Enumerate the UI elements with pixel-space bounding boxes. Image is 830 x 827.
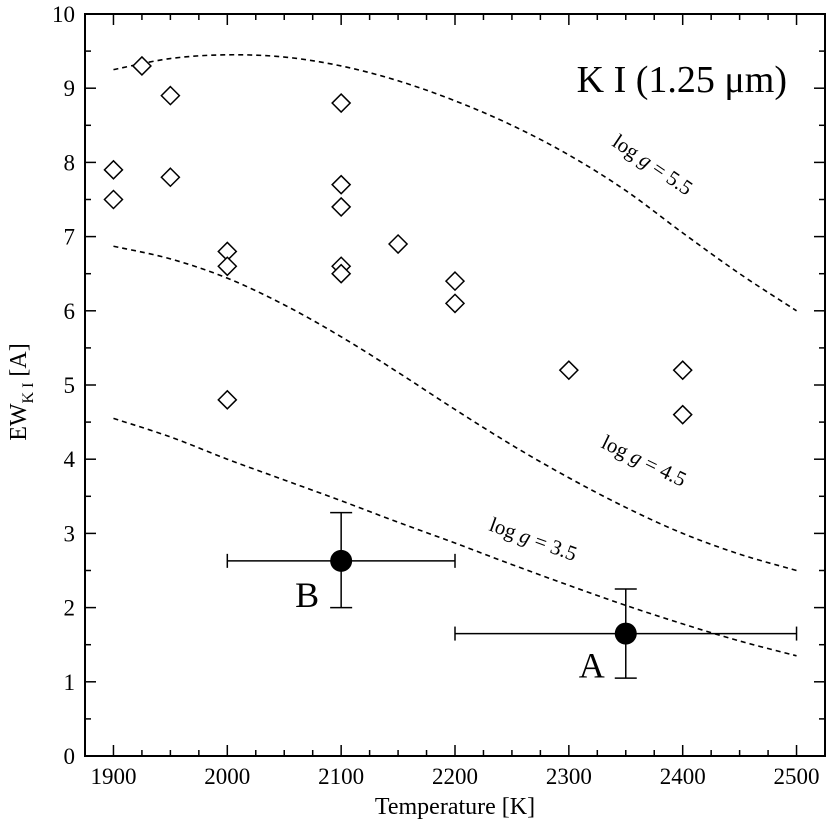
reference-point-diamond bbox=[160, 85, 181, 106]
reference-point-diamond bbox=[103, 189, 124, 210]
reference-point-diamond bbox=[331, 263, 352, 284]
reference-point-diamond bbox=[131, 55, 152, 77]
x-tick-label: 2200 bbox=[432, 764, 478, 789]
reference-point-diamond bbox=[331, 196, 352, 217]
x-tick-label: 2300 bbox=[546, 764, 592, 789]
measured-point-b bbox=[330, 549, 353, 572]
y-axis-title-main: EW bbox=[6, 403, 32, 441]
y-tick-label: 9 bbox=[64, 76, 76, 101]
reference-point-diamond bbox=[672, 360, 693, 381]
model-curves bbox=[113, 53, 797, 657]
y-tick-label: 1 bbox=[64, 670, 76, 695]
y-axis-title-unit: [A] bbox=[6, 343, 32, 376]
measured-point-label: B bbox=[295, 575, 319, 615]
curve-label: log g = 4.5 bbox=[598, 430, 690, 492]
reference-point-diamond bbox=[331, 174, 352, 195]
reference-point-diamond bbox=[103, 159, 124, 180]
y-tick-label: 0 bbox=[64, 744, 76, 769]
reference-point-diamond bbox=[444, 271, 466, 292]
reference-point-diamond bbox=[672, 404, 693, 425]
reference-point-diamond bbox=[331, 92, 352, 114]
measured-point-label: A bbox=[579, 646, 605, 686]
measured-points: AB bbox=[226, 511, 798, 686]
axis-ticks: 1900 2000 2100 2200 2300 2400 2500 0 1 2 3 4 5 6 7 8 9 10 bbox=[52, 2, 826, 789]
reference-point-diamond bbox=[160, 167, 181, 188]
reference-point-diamond bbox=[388, 233, 409, 255]
curve-label-value: = 4.5 bbox=[636, 449, 690, 492]
curve-label-value: = 3.5 bbox=[526, 527, 580, 566]
y-tick-label: 10 bbox=[52, 2, 75, 27]
model-curve bbox=[113, 53, 797, 312]
model-curve bbox=[113, 245, 797, 572]
reference-point-diamond bbox=[558, 360, 579, 381]
curve-label: log g = 3.5 bbox=[486, 512, 580, 566]
x-tick-label: 2100 bbox=[318, 764, 364, 789]
reference-point-diamond bbox=[217, 256, 238, 277]
x-tick-label: 2400 bbox=[660, 764, 706, 789]
x-tick-label: 2500 bbox=[774, 764, 820, 789]
reference-point-diamond bbox=[444, 293, 466, 314]
y-axis-title-subscript: K I bbox=[20, 383, 37, 404]
y-tick-label: 6 bbox=[64, 299, 76, 324]
x-tick-label: 1900 bbox=[90, 764, 136, 789]
y-tick-label: 5 bbox=[64, 373, 76, 398]
x-axis-title: Temperature [K] bbox=[375, 794, 535, 820]
y-axis-title: EWK I [A] bbox=[6, 343, 37, 441]
x-tick-label: 2000 bbox=[204, 764, 250, 789]
curve-label-value: = 5.5 bbox=[644, 153, 698, 200]
y-tick-label: 4 bbox=[64, 447, 76, 472]
measured-point-a bbox=[614, 622, 637, 645]
plot-frame bbox=[84, 13, 826, 757]
curve-labels: log g = 5.5 log g = 4.5 log g = 3.5 bbox=[486, 129, 697, 566]
y-tick-label: 7 bbox=[64, 225, 76, 250]
y-tick-label: 3 bbox=[64, 521, 76, 546]
model-curve bbox=[113, 417, 797, 657]
reference-point-diamond bbox=[217, 389, 238, 410]
curve-label: log g = 5.5 bbox=[608, 129, 697, 200]
reference-points bbox=[103, 55, 693, 425]
y-tick-label: 8 bbox=[64, 150, 76, 175]
y-tick-label: 2 bbox=[64, 596, 76, 621]
panel-title: K I (1.25 μm) bbox=[577, 59, 787, 101]
